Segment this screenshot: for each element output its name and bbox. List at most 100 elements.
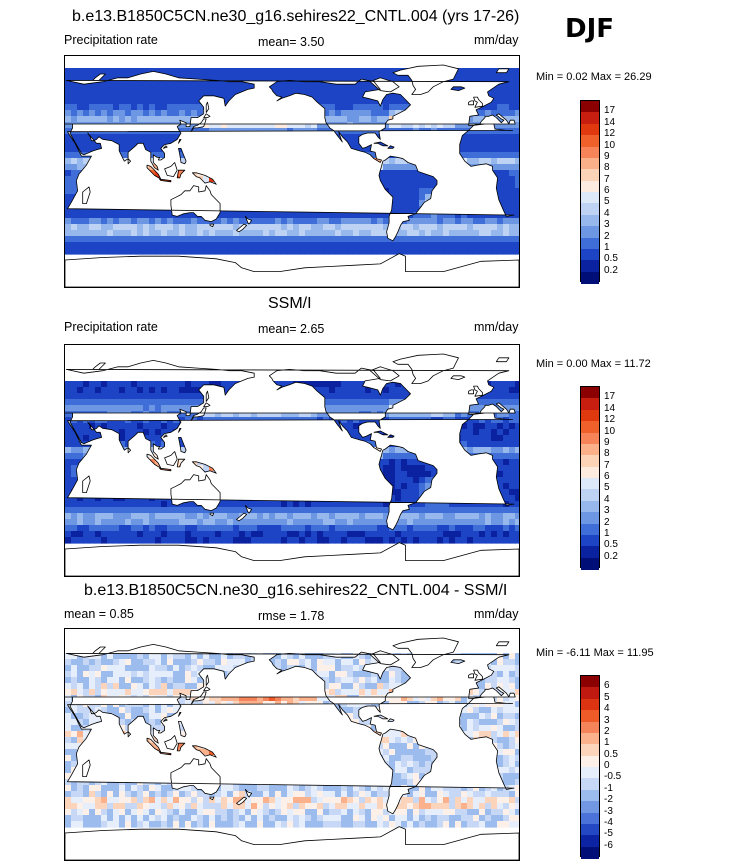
colorbar-cell <box>581 823 599 836</box>
colorbar-cell <box>581 744 599 757</box>
map-obs <box>64 344 520 577</box>
colorbar-cell <box>581 203 599 216</box>
colorbar-tick-label: 4 <box>604 703 610 715</box>
colorbar-tick-label: 0.5 <box>604 748 618 760</box>
colorbar-tick-label: 5 <box>604 482 610 494</box>
colorbar-cell <box>581 732 599 745</box>
colorbar-cell <box>581 710 599 722</box>
colorbar-cell <box>581 489 599 502</box>
colorbar-cell <box>581 801 599 813</box>
colorbar-cell <box>581 767 599 779</box>
colorbar-tick-label: 3 <box>604 219 610 231</box>
colorbar-cell <box>581 789 599 802</box>
colorbar-tick-label: 0.5 <box>604 539 618 551</box>
colorbar-tick-label: -1 <box>604 782 613 794</box>
colorbar-tick-label: 6 <box>604 680 610 692</box>
season-label: DJF <box>565 14 615 44</box>
colorbar-tick-label: -6 <box>604 839 613 851</box>
colorbar-tick-label: 7 <box>604 459 610 471</box>
colorbar-tick-label: 10 <box>604 425 616 437</box>
colorbar-cell <box>581 398 599 411</box>
colorbar-tick-label: 1 <box>604 737 610 749</box>
colorbar-cell <box>581 432 599 445</box>
colorbar-cell <box>581 755 599 768</box>
colorbar-tick-label: 4 <box>604 493 610 505</box>
panel-left-label: Precipitation rate <box>64 33 158 47</box>
colorbar-tick-label: 3 <box>604 505 610 517</box>
colorbar-tick-label: 4 <box>604 207 610 219</box>
colorbar-tick-label: -5 <box>604 828 613 840</box>
colorbar-cell <box>581 778 599 791</box>
panel-title: SSM/I <box>268 295 312 312</box>
colorbar-cell <box>581 146 599 159</box>
colorbar-tick-label: 2 <box>604 725 610 737</box>
colorbar-cell <box>581 135 599 147</box>
map-diff <box>64 628 520 861</box>
colorbar-tick-label: 2 <box>604 230 610 242</box>
colorbar-cell <box>581 157 599 170</box>
colorbar-obs <box>580 386 600 570</box>
colorbar-tick-label: -0.5 <box>604 771 622 783</box>
map-svg <box>65 64 519 287</box>
colorbar-cell <box>581 271 599 284</box>
coastlines <box>65 353 519 576</box>
colorbar-tick-label: 5 <box>604 691 610 703</box>
colorbar-tick-label: 9 <box>604 150 610 162</box>
colorbar-cell <box>581 812 599 825</box>
colorbar-tick-label: 0.2 <box>604 550 618 562</box>
colorbar-tick-label: 3 <box>604 714 610 726</box>
colorbar-tick-label: 6 <box>604 185 610 196</box>
colorbar-cell <box>581 192 599 204</box>
colorbar-cell <box>581 169 599 182</box>
colorbar-tick-label: -3 <box>604 805 613 817</box>
colorbar-cell <box>581 466 599 479</box>
colorbar-tick-label: 7 <box>604 173 610 185</box>
colorbar-cell <box>581 123 599 136</box>
colorbar-cell <box>581 387 599 399</box>
colorbar-tick-label: 17 <box>604 105 616 117</box>
colorbar-cell <box>581 443 599 456</box>
colorbar-tick-label: 0 <box>604 760 610 771</box>
map-model <box>64 55 520 288</box>
colorbar-cell <box>581 676 599 688</box>
colorbar-tick-label: 17 <box>604 391 616 403</box>
panel-mean-label: mean= 3.50 <box>258 35 325 49</box>
panel-minmax: Min = -6.11 Max = 11.95 <box>536 647 654 659</box>
panel-mean-label: mean= 2.65 <box>258 322 325 336</box>
colorbar-cell <box>581 409 599 422</box>
colorbar-cell <box>581 260 599 273</box>
colorbar-cell <box>581 421 599 433</box>
colorbar-tick-label: 1 <box>604 241 610 253</box>
colorbar-cell <box>581 557 599 570</box>
colorbar-cell <box>581 512 599 524</box>
colorbar-tick-label: 6 <box>604 471 610 482</box>
colorbar-tick-label: -4 <box>604 816 613 828</box>
colorbar-cell <box>581 523 599 536</box>
colorbar-tick-label: 0.2 <box>604 264 618 276</box>
colorbar-tick-label: 9 <box>604 436 610 448</box>
panel-units: mm/day <box>474 33 519 47</box>
colorbar-tick-label: 0.5 <box>604 253 618 265</box>
colorbar-cell <box>581 846 599 859</box>
colorbar-cell <box>581 534 599 547</box>
colorbar-cell <box>581 721 599 734</box>
colorbar-tick-label: 10 <box>604 139 616 151</box>
colorbar-model <box>580 100 600 284</box>
colorbar-cell <box>581 237 599 250</box>
coastlines <box>65 637 519 860</box>
colorbar-cell <box>581 698 599 711</box>
panel-title: b.e13.B1850C5CN.ne30_g16.sehires22_CNTL.… <box>84 582 508 599</box>
colorbar-tick-label: 14 <box>604 402 616 414</box>
panel-minmax: Min = 0.02 Max = 26.29 <box>536 71 652 83</box>
panel-mean-label: rmse = 1.78 <box>258 609 325 623</box>
panel-minmax: Min = 0.00 Max = 11.72 <box>536 358 651 370</box>
colorbar-tick-label: 1 <box>604 527 610 539</box>
colorbar-cell <box>581 101 599 113</box>
panel-title: b.e13.B1850C5CN.ne30_g16.sehires22_CNTL.… <box>72 8 520 25</box>
colorbar-cell <box>581 687 599 700</box>
colorbar-cell <box>581 180 599 193</box>
colorbar-cell <box>581 478 599 490</box>
colorbar-cell <box>581 112 599 125</box>
colorbar-cell <box>581 248 599 261</box>
colorbar-cell <box>581 546 599 559</box>
